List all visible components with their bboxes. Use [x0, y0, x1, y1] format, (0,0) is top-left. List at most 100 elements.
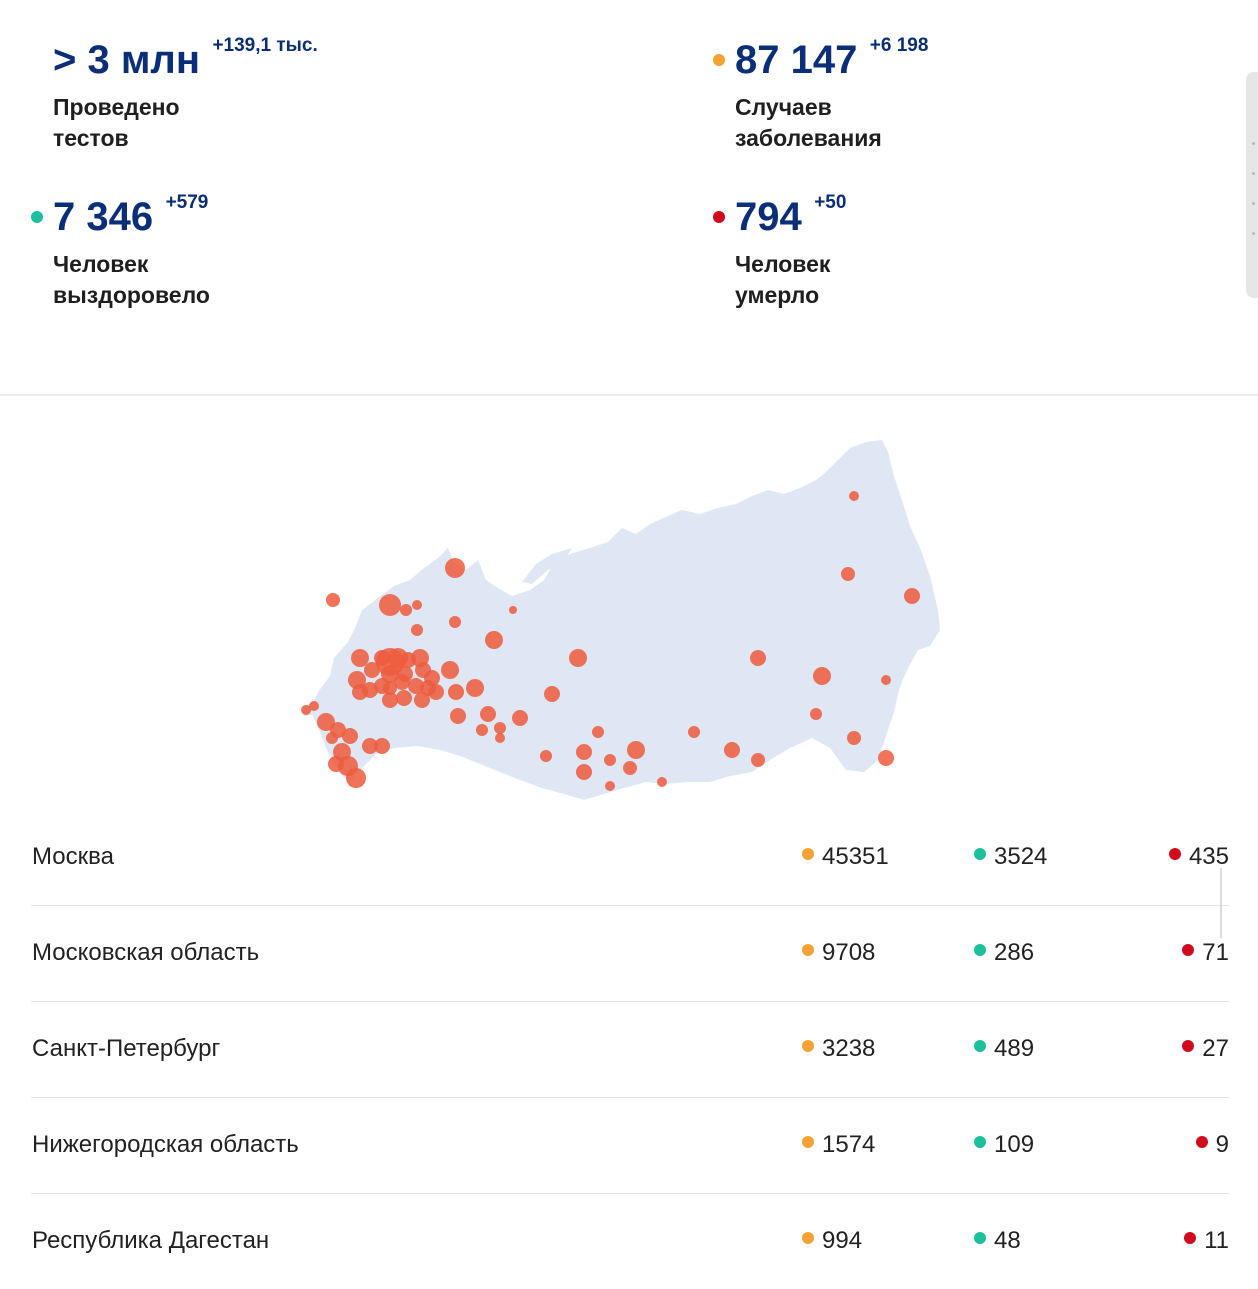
- case-marker[interactable]: [428, 684, 444, 700]
- deaths-dot-icon: [1168, 848, 1181, 860]
- case-marker[interactable]: [364, 662, 380, 678]
- region-cases: 1574: [802, 1131, 875, 1159]
- table-row[interactable]: Москва 45351 3524 435: [31, 810, 1229, 906]
- region-name: Санкт-Петербург: [32, 1035, 221, 1062]
- case-marker[interactable]: [480, 706, 496, 722]
- case-marker[interactable]: [408, 678, 424, 694]
- case-marker[interactable]: [810, 708, 822, 720]
- case-marker[interactable]: [466, 679, 484, 697]
- case-marker[interactable]: [576, 764, 592, 780]
- case-marker[interactable]: [605, 781, 615, 791]
- recovered-dot-icon: [974, 1040, 986, 1052]
- case-marker[interactable]: [604, 754, 616, 766]
- deaths-dot-icon: [1182, 1040, 1195, 1052]
- page-scrollbar[interactable]: [1246, 72, 1258, 298]
- case-marker[interactable]: [374, 738, 390, 754]
- case-marker[interactable]: [512, 710, 528, 726]
- case-marker[interactable]: [576, 744, 592, 760]
- case-marker[interactable]: [414, 692, 430, 708]
- case-marker[interactable]: [445, 558, 465, 578]
- case-marker[interactable]: [382, 692, 398, 708]
- map-novaya-zemlya: [522, 548, 572, 584]
- region-recovered: 489: [974, 1035, 1034, 1063]
- region-deaths-value: 71: [1202, 939, 1229, 966]
- case-marker[interactable]: [326, 593, 340, 607]
- map-sakhalin: [882, 666, 902, 698]
- deaths-dot-icon: [1182, 944, 1195, 956]
- case-markers: [301, 491, 920, 791]
- case-marker[interactable]: [328, 756, 344, 772]
- case-marker[interactable]: [509, 606, 517, 614]
- case-marker[interactable]: [724, 742, 740, 758]
- region-recovered: 109: [974, 1131, 1034, 1159]
- region-cases-value: 994: [822, 1227, 863, 1254]
- deaths-dot-icon: [713, 211, 725, 223]
- case-marker[interactable]: [326, 732, 338, 744]
- case-marker[interactable]: [657, 777, 667, 787]
- table-row[interactable]: Московская область 9708 286 71: [31, 906, 1229, 1002]
- region-deaths-value: 27: [1202, 1035, 1229, 1062]
- region-recovered-value: 489: [994, 1035, 1035, 1062]
- case-marker[interactable]: [449, 616, 461, 628]
- case-marker[interactable]: [476, 724, 488, 736]
- case-marker[interactable]: [396, 690, 412, 706]
- map-landmass: [310, 440, 940, 800]
- stat-cases: 87 147 +6 198 Случаев заболевания: [713, 35, 928, 154]
- table-row[interactable]: Республика Дагестан 994 48 11: [31, 1194, 1229, 1289]
- case-marker[interactable]: [383, 681, 397, 695]
- region-deaths-value: 11: [1204, 1227, 1229, 1254]
- case-marker[interactable]: [485, 631, 503, 649]
- case-marker[interactable]: [688, 726, 700, 738]
- case-marker[interactable]: [379, 594, 401, 616]
- case-marker[interactable]: [847, 731, 861, 745]
- case-marker[interactable]: [751, 753, 765, 767]
- case-marker[interactable]: [494, 722, 506, 734]
- case-marker[interactable]: [904, 588, 920, 604]
- case-marker[interactable]: [592, 726, 604, 738]
- case-marker[interactable]: [441, 661, 459, 679]
- region-deaths: 71: [1182, 939, 1229, 967]
- region-deaths: 9: [1195, 1131, 1229, 1159]
- cases-dot-icon: [802, 944, 814, 956]
- region-cases-value: 9708: [822, 939, 876, 966]
- region-recovered-value: 109: [994, 1131, 1035, 1158]
- case-marker[interactable]: [495, 733, 505, 743]
- case-marker[interactable]: [569, 649, 587, 667]
- case-marker[interactable]: [301, 705, 311, 715]
- recovered-dot-icon: [31, 211, 43, 223]
- case-marker[interactable]: [881, 675, 891, 685]
- case-marker[interactable]: [540, 750, 552, 762]
- region-recovered: 286: [974, 939, 1034, 967]
- case-marker[interactable]: [412, 600, 422, 610]
- case-marker[interactable]: [627, 741, 645, 759]
- region-cases: 3238: [802, 1035, 875, 1063]
- table-row[interactable]: Нижегородская область 1574 109 9: [31, 1098, 1229, 1194]
- case-marker[interactable]: [381, 665, 399, 683]
- case-marker[interactable]: [352, 684, 368, 700]
- case-marker[interactable]: [400, 604, 412, 616]
- case-marker[interactable]: [346, 768, 366, 788]
- cases-dot-icon: [802, 848, 814, 860]
- region-name: Московская область: [32, 939, 260, 966]
- case-marker[interactable]: [362, 738, 378, 754]
- case-marker[interactable]: [448, 684, 464, 700]
- case-marker[interactable]: [351, 649, 369, 667]
- russia-map[interactable]: [290, 430, 970, 820]
- case-marker[interactable]: [394, 674, 410, 690]
- region-name: Республика Дагестан: [32, 1227, 270, 1254]
- case-marker[interactable]: [841, 567, 855, 581]
- case-marker[interactable]: [411, 624, 423, 636]
- case-marker[interactable]: [544, 686, 560, 702]
- recovered-dot-icon: [974, 848, 986, 860]
- case-marker[interactable]: [849, 491, 859, 501]
- case-marker[interactable]: [813, 667, 831, 685]
- table-row[interactable]: Санкт-Петербург 3238 489 27: [31, 1002, 1229, 1098]
- case-marker[interactable]: [342, 728, 358, 744]
- case-marker[interactable]: [623, 761, 637, 775]
- case-marker[interactable]: [450, 708, 466, 724]
- case-marker[interactable]: [309, 701, 319, 711]
- cases-dot-icon: [802, 1040, 814, 1052]
- case-marker[interactable]: [750, 650, 766, 666]
- case-marker[interactable]: [317, 713, 335, 731]
- case-marker[interactable]: [878, 750, 894, 766]
